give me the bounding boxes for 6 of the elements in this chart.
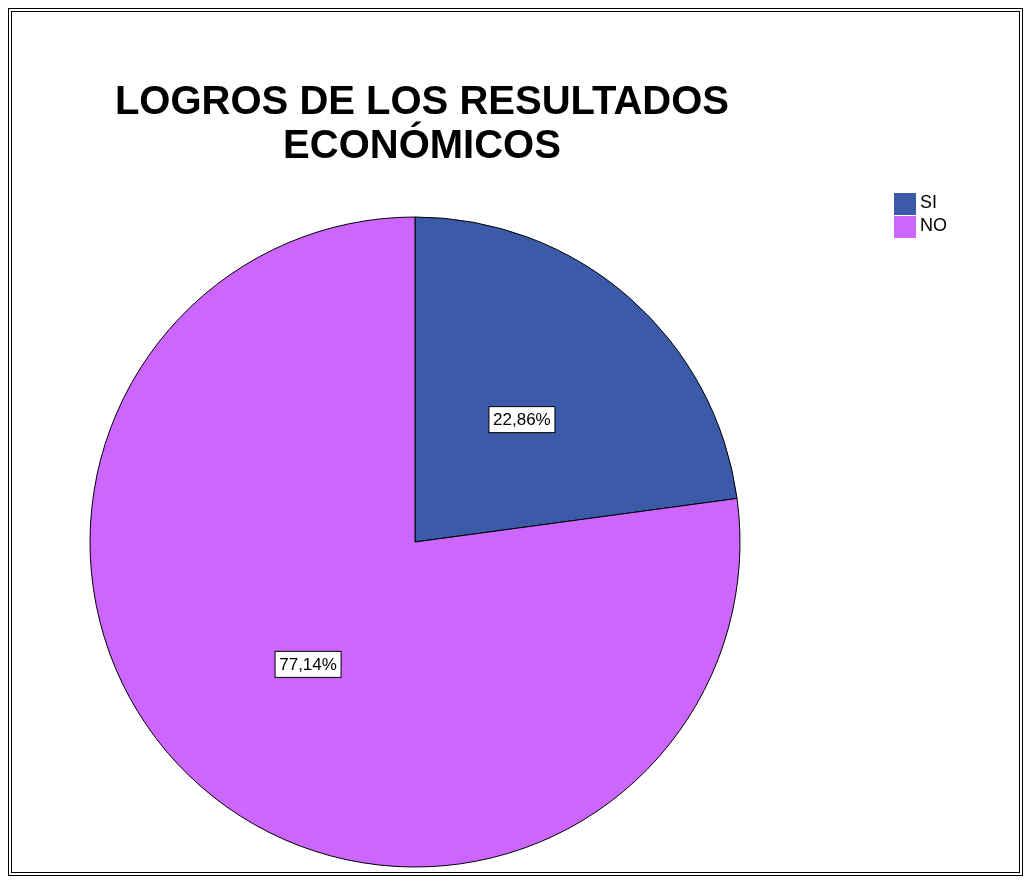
pie-slice	[89, 216, 741, 868]
data-label: 22,86%	[493, 410, 551, 430]
data-label: 77,14%	[279, 654, 337, 674]
chart-title: LOGROS DE LOS RESULTADOS ECONÓMICOS	[113, 78, 731, 166]
legend-label: NO	[920, 214, 947, 235]
legend-label: SI	[920, 192, 938, 212]
